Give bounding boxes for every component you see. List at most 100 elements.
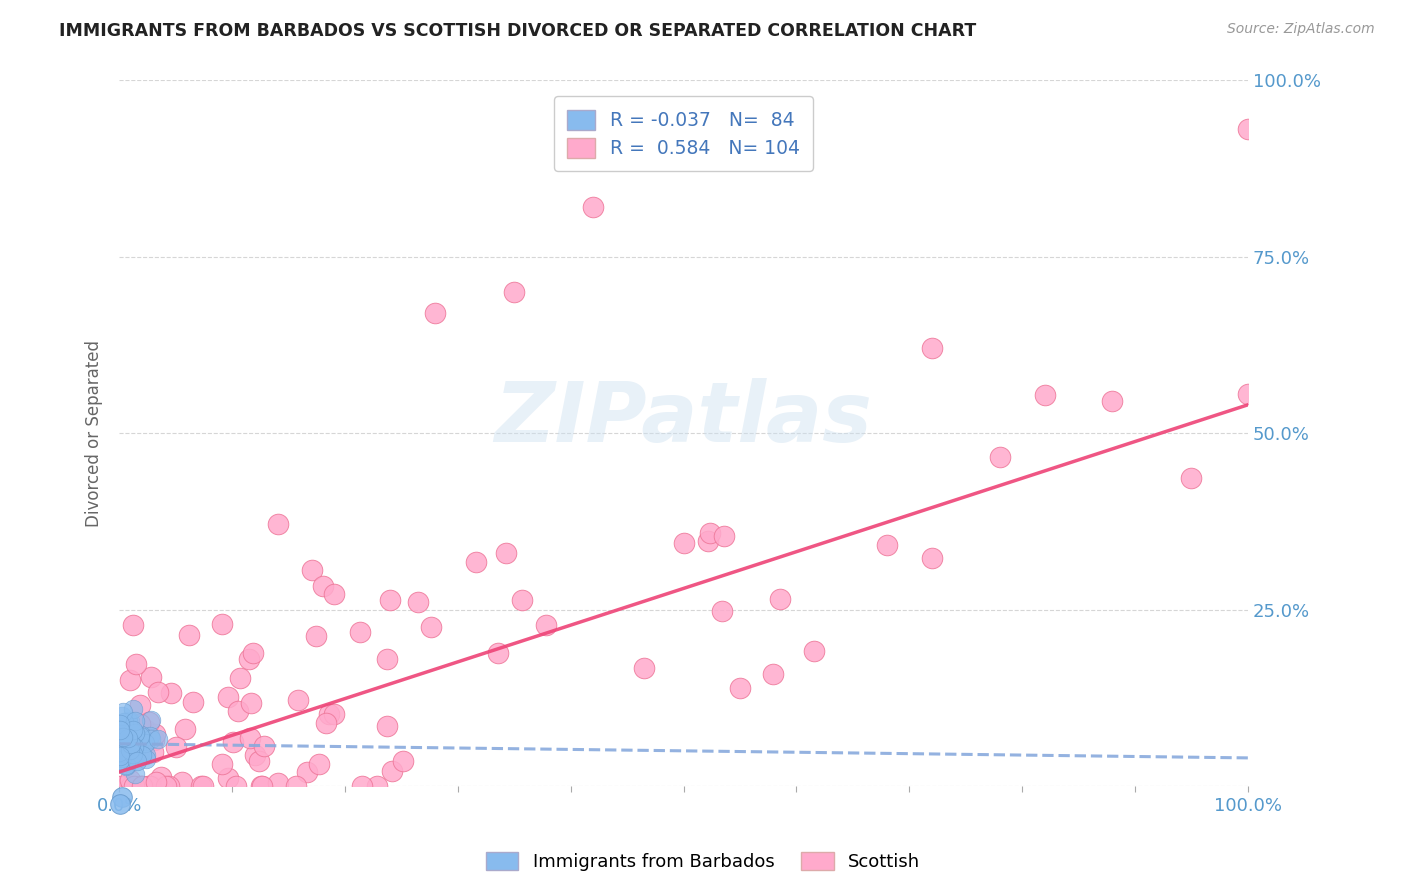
Point	[146, 685, 169, 699]
Point	[1237, 386, 1260, 401]
Point	[108, 729, 131, 743]
Point	[111, 729, 134, 743]
Point	[352, 779, 374, 793]
Point	[110, 779, 132, 793]
Point	[125, 657, 148, 671]
Point	[111, 730, 134, 744]
Point	[159, 686, 181, 700]
Point	[111, 746, 134, 760]
Point	[305, 629, 328, 643]
Point	[633, 661, 655, 675]
Point	[108, 721, 131, 735]
Point	[311, 579, 333, 593]
Point	[503, 285, 526, 299]
Point	[510, 592, 533, 607]
Point	[769, 592, 792, 607]
Text: Source: ZipAtlas.com: Source: ZipAtlas.com	[1227, 22, 1375, 37]
Point	[250, 779, 273, 793]
Point	[117, 731, 139, 746]
Point	[110, 738, 132, 752]
Point	[108, 723, 131, 738]
Point	[284, 779, 307, 793]
Point	[108, 723, 131, 738]
Point	[110, 739, 132, 754]
Point	[128, 730, 150, 744]
Point	[238, 652, 260, 666]
Point	[181, 695, 204, 709]
Point	[108, 753, 131, 767]
Point	[110, 721, 132, 735]
Point	[112, 747, 135, 762]
Point	[148, 732, 170, 747]
Point	[1180, 471, 1202, 485]
Point	[131, 748, 153, 763]
Point	[174, 722, 197, 736]
Point	[243, 748, 266, 763]
Point	[122, 730, 145, 744]
Point	[534, 617, 557, 632]
Point	[118, 773, 141, 788]
Point	[139, 669, 162, 683]
Point	[229, 671, 252, 685]
Point	[114, 739, 136, 753]
Point	[465, 555, 488, 569]
Point	[111, 779, 134, 793]
Point	[377, 652, 399, 666]
Point	[381, 764, 404, 778]
Point	[217, 772, 239, 786]
Point	[803, 644, 825, 658]
Point	[114, 743, 136, 757]
Legend: R = -0.037   N=  84, R =  0.584   N= 104: R = -0.037 N= 84, R = 0.584 N= 104	[554, 96, 813, 171]
Point	[121, 702, 143, 716]
Point	[762, 666, 785, 681]
Point	[323, 707, 346, 722]
Point	[190, 779, 212, 793]
Point	[110, 716, 132, 731]
Point	[118, 731, 141, 745]
Point	[728, 681, 751, 696]
Point	[138, 730, 160, 744]
Point	[135, 752, 157, 766]
Point	[419, 620, 441, 634]
Point	[117, 742, 139, 756]
Point	[136, 779, 159, 793]
Point	[191, 779, 214, 793]
Point	[425, 306, 447, 320]
Point	[114, 727, 136, 741]
Point	[135, 748, 157, 763]
Point	[121, 747, 143, 761]
Point	[124, 748, 146, 763]
Point	[129, 779, 152, 793]
Y-axis label: Divorced or Separated: Divorced or Separated	[86, 340, 103, 526]
Point	[318, 707, 340, 722]
Point	[110, 732, 132, 747]
Point	[1101, 393, 1123, 408]
Point	[110, 723, 132, 737]
Point	[111, 733, 134, 747]
Point	[117, 733, 139, 747]
Point	[112, 739, 135, 754]
Point	[108, 738, 131, 752]
Point	[111, 732, 134, 747]
Point	[117, 714, 139, 729]
Point	[375, 719, 398, 733]
Point	[139, 714, 162, 728]
Point	[142, 745, 165, 759]
Point	[301, 563, 323, 577]
Point	[110, 723, 132, 738]
Point	[238, 731, 260, 746]
Text: ZIPatlas: ZIPatlas	[495, 378, 873, 459]
Point	[177, 628, 200, 642]
Point	[112, 706, 135, 720]
Point	[122, 618, 145, 632]
Point	[134, 736, 156, 750]
Point	[267, 516, 290, 531]
Point	[117, 716, 139, 731]
Point	[111, 709, 134, 723]
Point	[111, 779, 134, 793]
Point	[988, 450, 1011, 464]
Point	[120, 779, 142, 793]
Point	[108, 736, 131, 750]
Point	[149, 770, 172, 784]
Point	[211, 616, 233, 631]
